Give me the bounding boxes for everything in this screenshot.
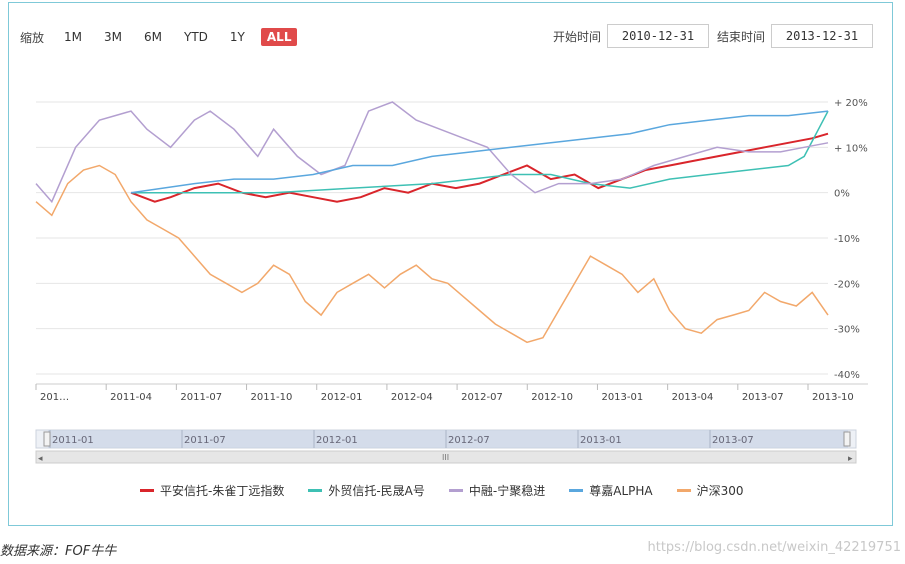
navigator-label: 2011-07: [184, 435, 226, 446]
data-source-caption: 数据来源：FOF牛牛: [0, 544, 117, 559]
legend-label: 尊嘉ALPHA: [589, 484, 653, 498]
legend-label: 外贸信托-民晟A号: [328, 484, 425, 498]
x-tick-label: 2012-04: [391, 392, 433, 403]
scroll-grip: III: [442, 453, 449, 462]
x-tick-label: 2013-10: [812, 392, 854, 403]
y-tick-label: -20%: [834, 279, 860, 290]
date-range: 开始时间 结束时间: [545, 24, 873, 48]
x-tick-label: 2012-01: [321, 392, 363, 403]
zoom-bar: 缩放 1M 3M 6M YTD 1Y ALL: [20, 26, 307, 48]
legend-label: 中融-宁聚稳进: [468, 484, 546, 498]
x-tick-label: 2012-10: [531, 392, 573, 403]
navigator-selection: [48, 430, 848, 448]
legend-label: 平安信托-朱雀丁远指数: [160, 484, 285, 498]
legend-item-3[interactable]: 中融-宁聚稳进: [448, 482, 546, 499]
legend-swatch: [569, 489, 584, 492]
chart-legend: 平安信托-朱雀丁远指数 外贸信托-民晟A号 中融-宁聚稳进 尊嘉ALPHA 沪深300: [140, 482, 768, 499]
legend-swatch: [448, 489, 463, 492]
watermark: https://blog.csdn.net/weixin_42219751: [647, 540, 901, 555]
navigator-scrollbar[interactable]: [35, 450, 857, 464]
scroll-right-arrow[interactable]: ▸: [848, 454, 853, 464]
navigator-label: 2011-01: [52, 435, 94, 446]
x-tick-label: 2011-07: [180, 392, 222, 403]
x-tick-label: 2011-10: [251, 392, 293, 403]
zoom-button-6m[interactable]: 6M: [144, 30, 163, 44]
legend-swatch: [676, 489, 691, 492]
y-tick-label: + 10%: [834, 143, 868, 154]
line-chart: + 20% + 10% 0% -10% -20% -30% -40% 201… 2011-04 2…: [35, 98, 868, 464]
x-tick-label: 2013-07: [742, 392, 784, 403]
series-line-2: [131, 110, 829, 194]
start-date-input[interactable]: [606, 24, 709, 48]
end-date-input[interactable]: [771, 24, 873, 48]
legend-item-1[interactable]: 平安信托-朱雀丁远指数: [140, 482, 284, 499]
end-date-label: 结束时间: [716, 29, 765, 44]
navigator-label: 2012-07: [448, 435, 490, 446]
zoom-button-ytd[interactable]: YTD: [184, 30, 208, 44]
y-tick-label: -10%: [834, 234, 860, 245]
series-line-4: [130, 110, 829, 194]
legend-swatch: [308, 489, 323, 492]
zoom-button-3m[interactable]: 3M: [104, 30, 123, 44]
series-line-3: [35, 101, 829, 204]
navigator-label: 2012-01: [316, 435, 358, 446]
x-tick-label: 201…: [40, 392, 69, 403]
start-date-label: 开始时间: [552, 29, 601, 44]
x-tick-label: 2013-01: [601, 392, 643, 403]
legend-item-5[interactable]: 沪深300: [676, 482, 744, 499]
zoom-button-1y[interactable]: 1Y: [229, 30, 245, 44]
x-tick-label: 2011-04: [110, 392, 152, 403]
zoom-label: 缩放: [20, 30, 45, 45]
navigator-label: 2013-07: [712, 435, 754, 446]
x-tick-label: 2012-07: [461, 392, 503, 403]
navigator-label: 2013-01: [580, 435, 622, 446]
x-tick-label: 2013-04: [672, 392, 714, 403]
y-tick-label: -40%: [834, 370, 860, 381]
legend-swatch: [140, 489, 154, 492]
series-line-5: [35, 164, 829, 344]
navigator-right-handle[interactable]: [843, 431, 851, 447]
zoom-button-1m[interactable]: 1M: [64, 30, 83, 44]
legend-label: 沪深300: [696, 484, 744, 498]
y-tick-label: -30%: [834, 325, 860, 336]
y-tick-label: + 20%: [834, 98, 868, 109]
zoom-button-all[interactable]: ALL: [260, 28, 298, 46]
legend-item-2[interactable]: 外贸信托-民晟A号: [308, 482, 425, 499]
y-tick-label: 0%: [834, 189, 850, 200]
legend-item-4[interactable]: 尊嘉ALPHA: [569, 482, 653, 499]
navigator-left-handle[interactable]: [43, 431, 51, 447]
scroll-left-arrow[interactable]: ◂: [38, 454, 43, 464]
